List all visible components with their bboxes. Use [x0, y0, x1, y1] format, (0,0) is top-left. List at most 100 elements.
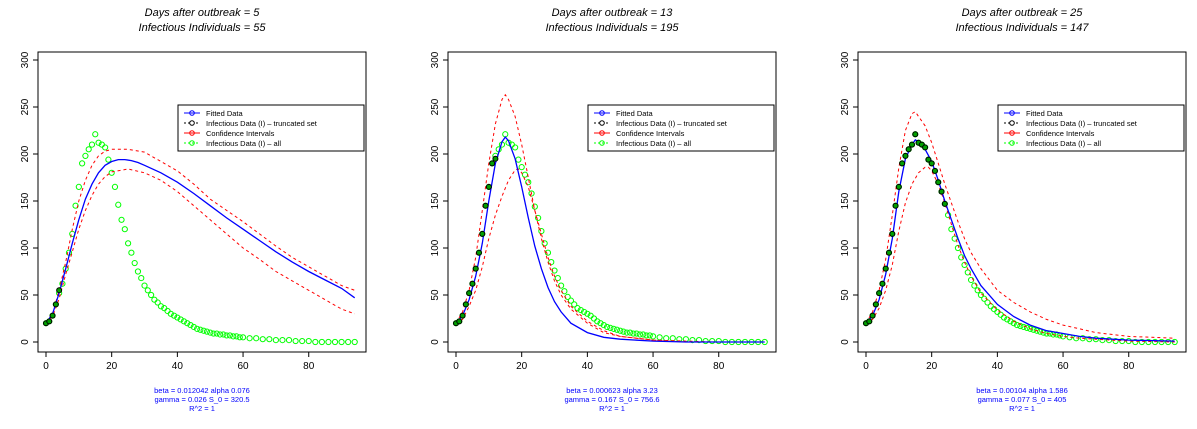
data-point-all	[151, 296, 158, 303]
y-tick-label: 150	[430, 192, 441, 209]
data-point-all	[1138, 338, 1145, 346]
data-point-truncated	[46, 318, 53, 325]
data-point-all	[154, 299, 161, 306]
chart-panel-3: Days after outbreak = 25 Infectious Indiv…	[840, 7, 1187, 413]
data-point-truncated	[899, 160, 906, 167]
legend-label: Infectious Data (I) – all	[616, 139, 691, 148]
data-point-truncated	[941, 200, 948, 207]
data-point-all	[1132, 338, 1139, 346]
data-point-all	[518, 164, 525, 171]
legend-label: Infectious Data (I) – truncated set	[206, 119, 318, 128]
confidence-interval-curve	[455, 168, 765, 343]
data-point-all	[285, 337, 293, 344]
data-point-all	[1013, 321, 1021, 329]
data-point-all	[610, 325, 617, 332]
data-point-all	[597, 320, 604, 327]
y-tick-label: 100	[20, 239, 31, 256]
data-point-all	[574, 305, 581, 312]
data-point-all	[118, 216, 125, 223]
y-tick-label: 250	[430, 98, 441, 115]
data-point-all	[1030, 326, 1037, 333]
fit-statistics-line: gamma = 0.026 S_0 = 320.5	[154, 395, 249, 404]
data-point-all	[190, 323, 197, 331]
data-point-truncated	[925, 156, 932, 163]
data-point-truncated	[905, 146, 912, 153]
data-point-all	[525, 179, 532, 186]
data-point-all	[272, 337, 279, 344]
data-point-all	[292, 337, 299, 345]
data-point-all	[656, 334, 663, 341]
data-point-truncated	[56, 287, 63, 294]
fit-statistics-line: R^2 = 1	[189, 404, 215, 413]
legend-key-marker	[599, 130, 605, 136]
data-point-truncated	[922, 144, 929, 151]
data-point-all	[594, 318, 601, 325]
x-tick-label: 80	[303, 361, 315, 372]
y-tick-label: 200	[20, 145, 31, 162]
data-point-all	[584, 310, 591, 317]
legend-label: Confidence Intervals	[1026, 129, 1095, 138]
plot-frame	[447, 51, 777, 353]
chart-panel-2: Days after outbreak = 13 Infectious Indiv…	[430, 7, 777, 413]
data-point-truncated	[889, 230, 896, 237]
data-point-all	[125, 240, 132, 247]
data-point-all	[121, 226, 128, 233]
data-point-truncated	[459, 312, 466, 319]
x-tick-label: 40	[172, 361, 184, 372]
data-point-all	[220, 331, 227, 338]
data-point-all	[197, 326, 204, 333]
legend-box	[587, 104, 775, 152]
legend-label: Fitted Data	[206, 109, 244, 118]
data-point-all	[207, 329, 214, 336]
y-tick-label: 200	[840, 145, 851, 162]
y-tick-label: 100	[840, 239, 851, 256]
x-tick-label: 0	[453, 361, 459, 372]
data-point-all	[226, 332, 234, 339]
data-point-all	[1033, 327, 1040, 334]
data-point-all	[709, 337, 716, 345]
data-point-all	[964, 269, 971, 276]
legend-label: Confidence Intervals	[616, 129, 685, 138]
fitted-curve	[865, 139, 1175, 342]
data-point-all	[266, 336, 273, 343]
data-point-truncated	[931, 167, 938, 174]
data-point-truncated	[489, 160, 496, 167]
data-point-truncated	[52, 301, 59, 308]
y-tick-label: 300	[430, 51, 441, 68]
data-point-all	[299, 337, 306, 345]
data-point-all	[548, 259, 555, 266]
legend-box	[177, 104, 365, 152]
data-point-all	[170, 312, 178, 319]
data-point-all	[279, 337, 286, 344]
fit-statistics-line: R^2 = 1	[1009, 404, 1035, 413]
data-point-all	[187, 321, 194, 329]
chart-panel-1: Days after outbreak = 5 Infectious Indivi…	[20, 7, 367, 413]
data-point-truncated	[472, 265, 479, 272]
data-point-truncated	[902, 152, 909, 159]
data-point-all	[515, 156, 522, 163]
series-layer	[42, 131, 358, 346]
data-point-all	[633, 330, 640, 337]
data-point-all	[102, 144, 109, 151]
legend-key-marker	[189, 120, 195, 126]
data-point-all	[210, 330, 217, 337]
data-point-truncated	[456, 318, 463, 325]
data-point-all	[164, 307, 171, 315]
data-point-all	[144, 287, 151, 294]
data-point-all	[689, 337, 696, 344]
data-point-all	[977, 291, 985, 299]
data-point-all	[157, 303, 165, 310]
data-point-all	[338, 338, 345, 346]
legend-label: Confidence Intervals	[206, 129, 275, 138]
data-point-all	[85, 146, 92, 153]
data-point-all	[180, 318, 188, 325]
y-tick-label: 50	[430, 289, 441, 301]
data-point-all	[246, 335, 253, 342]
data-point-all	[141, 282, 148, 289]
data-point-all	[958, 254, 965, 261]
data-point-all	[590, 315, 598, 322]
legend-key-marker	[1009, 110, 1015, 116]
